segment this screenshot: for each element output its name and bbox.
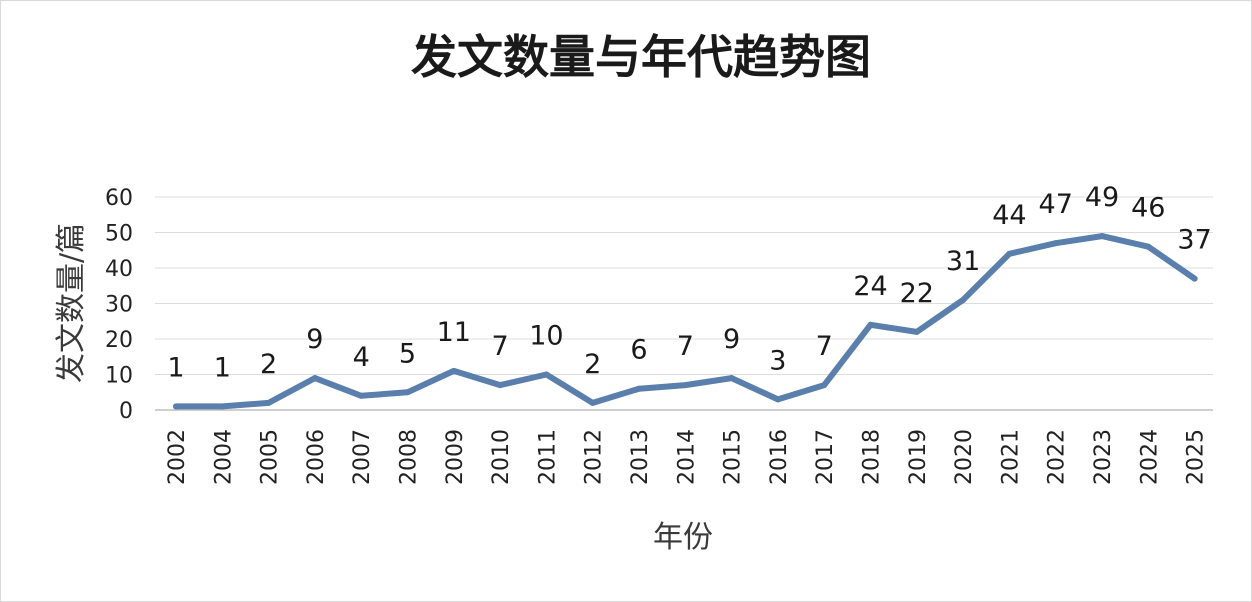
x-tick-label: 2020 — [952, 429, 977, 485]
x-tick-label: 2008 — [397, 429, 422, 485]
data-point — [1099, 233, 1105, 240]
x-axis-ticks: 2002 2004 2005 2006 2007 2008 2009 2010 2011 2012… — [165, 429, 1209, 485]
x-tick-label: 2010 — [489, 429, 514, 485]
data-label: 5 — [399, 338, 416, 369]
x-tick-label: 2014 — [674, 429, 699, 485]
data-point — [358, 392, 365, 399]
data-point — [404, 389, 411, 396]
x-tick-label: 2018 — [860, 429, 885, 485]
x-tick-label: 2021 — [998, 429, 1023, 485]
data-point — [543, 371, 550, 378]
x-tick-label: 2024 — [1137, 429, 1162, 485]
data-label: 9 — [306, 324, 323, 355]
data-point — [1006, 250, 1013, 257]
data-label: 2 — [260, 349, 277, 380]
data-label: 2 — [584, 349, 601, 380]
x-tick-label: 2004 — [211, 429, 236, 485]
x-tick-label: 2005 — [258, 429, 283, 485]
x-tick-label: 2022 — [1045, 429, 1070, 485]
data-label: 31 — [946, 246, 980, 277]
data-point — [497, 382, 504, 389]
x-tick-label: 2011 — [535, 429, 560, 485]
x-tick-label: 2019 — [906, 429, 931, 485]
x-tick-label: 2025 — [1184, 429, 1209, 485]
x-axis-title: 年份 — [653, 520, 713, 555]
y-tick-label: 40 — [105, 257, 133, 282]
series-layer — [173, 233, 1198, 410]
data-label: 24 — [853, 271, 887, 302]
data-point — [821, 382, 828, 389]
data-label: 7 — [492, 331, 509, 362]
data-point — [311, 375, 318, 382]
data-point — [589, 399, 596, 406]
data-label: 49 — [1085, 182, 1119, 213]
y-axis-title: 发文数量/篇 — [54, 223, 89, 383]
data-label: 11 — [437, 317, 471, 348]
y-tick-label: 10 — [105, 364, 133, 389]
data-point — [1052, 240, 1059, 247]
x-tick-label: 2016 — [767, 429, 792, 485]
x-tick-label: 2023 — [1091, 429, 1116, 485]
data-point — [1191, 275, 1198, 282]
data-point — [636, 385, 642, 392]
y-tick-label: 50 — [105, 222, 133, 247]
data-point — [173, 403, 179, 410]
data-label: 10 — [529, 321, 563, 352]
data-label: 9 — [723, 324, 740, 355]
data-label: 46 — [1131, 193, 1165, 224]
data-label: 7 — [816, 331, 833, 362]
data-point — [265, 399, 272, 406]
data-label: 44 — [992, 200, 1026, 231]
chart-title: 发文数量与年代趋势图 — [411, 30, 871, 84]
data-point — [913, 328, 920, 335]
series-line — [173, 233, 1198, 410]
y-tick-label: 20 — [105, 328, 133, 353]
gridlines — [155, 196, 1213, 411]
x-tick-label: 2009 — [443, 429, 468, 485]
data-point — [867, 321, 874, 328]
data-point — [960, 296, 967, 303]
data-point — [450, 367, 457, 374]
x-tick-label: 2007 — [350, 429, 375, 485]
data-label: 1 — [167, 352, 184, 383]
x-tick-label: 2013 — [628, 429, 653, 485]
x-tick-label: 2006 — [304, 429, 329, 485]
data-label: 4 — [353, 342, 370, 373]
data-point — [682, 382, 689, 389]
y-tick-label: 0 — [119, 399, 133, 424]
y-axis-ticks: 0 10 20 30 40 50 60 — [105, 186, 133, 424]
data-label: 6 — [630, 335, 647, 366]
x-tick-label: 2002 — [165, 429, 190, 485]
data-label: 3 — [769, 345, 786, 376]
data-label: 22 — [900, 278, 934, 309]
data-label: 47 — [1039, 189, 1073, 220]
x-tick-label: 2015 — [721, 429, 746, 485]
data-point — [1145, 243, 1152, 250]
y-tick-label: 30 — [105, 293, 133, 318]
data-label: 37 — [1177, 225, 1211, 256]
data-label: 1 — [214, 352, 231, 383]
data-label: 7 — [677, 331, 694, 362]
data-point — [728, 375, 735, 382]
y-tick-label: 60 — [105, 186, 133, 211]
x-tick-label: 2017 — [813, 429, 838, 485]
x-tick-label: 2012 — [582, 429, 607, 485]
data-point — [219, 403, 226, 410]
data-point — [774, 396, 781, 403]
